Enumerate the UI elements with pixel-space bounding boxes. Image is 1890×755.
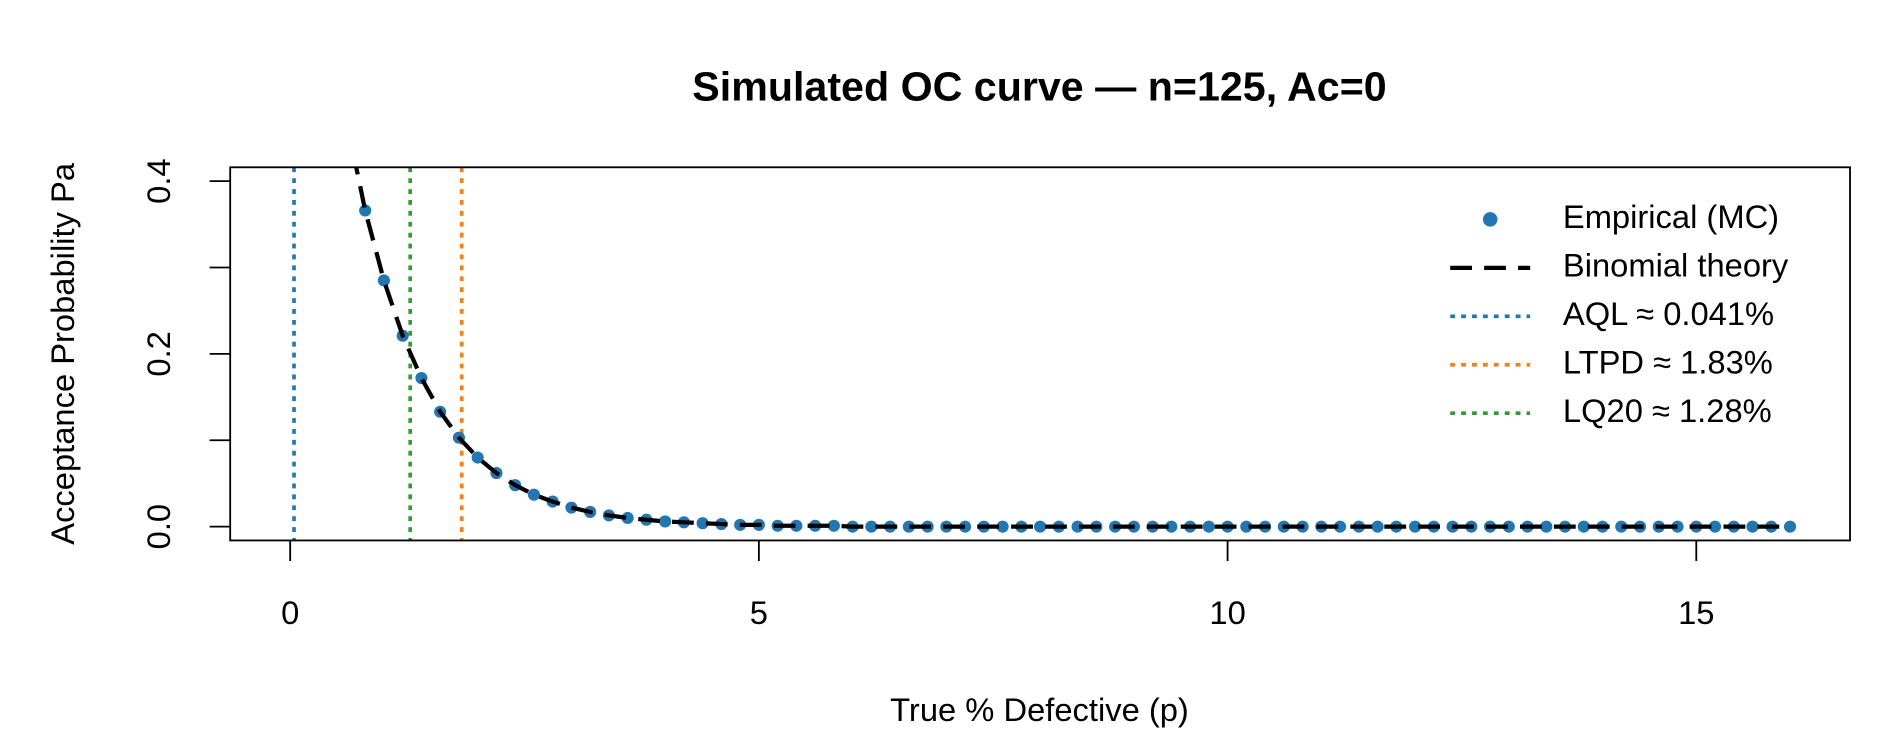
data-point <box>1708 520 1722 533</box>
chart-title: Simulated OC curve — n=125, Ac=0 <box>692 64 1386 110</box>
y-axis-label: Acceptance Probability Pa <box>44 162 81 545</box>
legend-symbol <box>1482 212 1498 227</box>
data-point <box>377 274 390 287</box>
data-point <box>827 519 840 532</box>
plot-area <box>292 167 1797 541</box>
legend-label: LQ20 ≈ 1.28% <box>1563 392 1772 429</box>
data-point <box>1334 520 1347 533</box>
data-point <box>1071 520 1084 533</box>
data-point <box>359 204 372 217</box>
data-point <box>1577 520 1590 533</box>
data-point <box>1371 520 1384 533</box>
x-tick-label: 15 <box>1678 594 1714 631</box>
data-point <box>1615 520 1628 533</box>
data-point <box>621 511 634 525</box>
data-point <box>1409 520 1422 533</box>
data-point <box>865 520 878 533</box>
data-point <box>996 520 1009 533</box>
data-point <box>902 520 915 533</box>
y-tick-label: 0.4 <box>140 158 177 203</box>
data-point <box>1671 520 1684 533</box>
x-tick-label: 0 <box>281 594 299 631</box>
x-tick-label: 10 <box>1209 594 1245 631</box>
data-point <box>696 517 709 530</box>
theory-line <box>354 167 1791 529</box>
data-point <box>527 488 540 501</box>
data-point <box>1034 520 1047 533</box>
legend-label: LTPD ≈ 1.83% <box>1563 343 1773 380</box>
data-point <box>659 515 672 528</box>
data-point <box>1202 520 1215 533</box>
data-point <box>1240 520 1253 533</box>
data-point <box>1783 520 1797 533</box>
data-point <box>1746 520 1759 533</box>
data-point <box>471 451 484 464</box>
legend-label: AQL ≈ 0.041% <box>1563 295 1774 332</box>
x-tick-label: 5 <box>750 594 768 631</box>
y-tick-label: 0.2 <box>140 331 177 376</box>
data-point <box>1502 520 1515 533</box>
legend-label: Binomial theory <box>1563 246 1789 283</box>
legend-label: Empirical (MC) <box>1563 198 1779 235</box>
data-point <box>1540 520 1553 533</box>
x-axis-label: True % Defective (p) <box>890 691 1189 728</box>
data-point <box>1165 520 1178 533</box>
data-point <box>959 520 972 533</box>
y-tick-label: 0.0 <box>140 504 177 549</box>
data-point <box>790 519 803 532</box>
